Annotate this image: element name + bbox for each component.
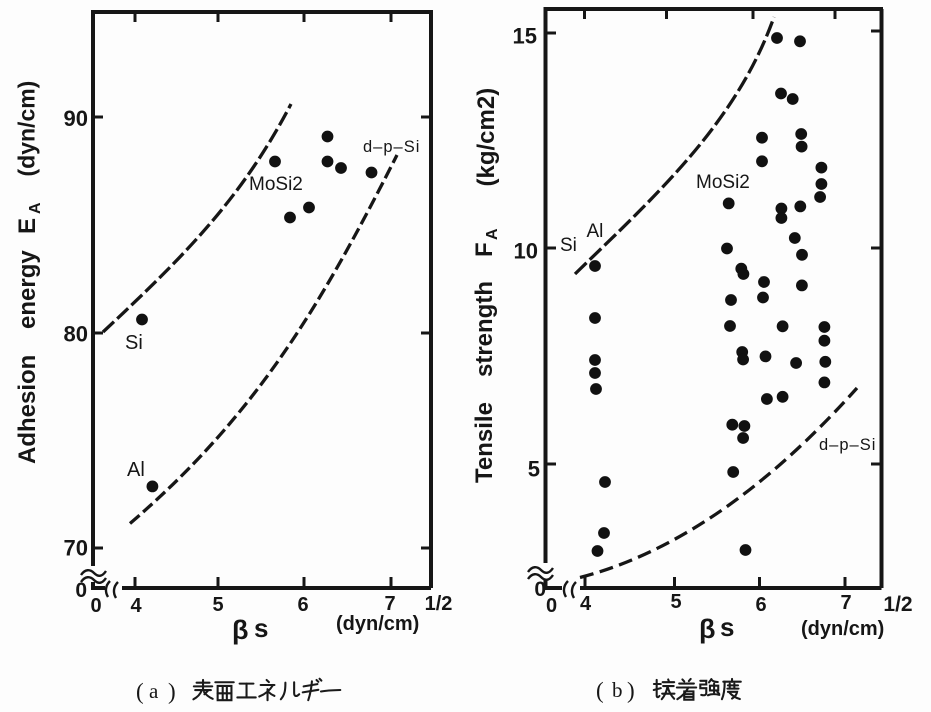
svg-text:0: 0 [75, 579, 87, 602]
svg-text:70: 70 [64, 536, 88, 561]
svg-text:MoSi2: MoSi2 [249, 174, 303, 195]
svg-text:Adhesion: Adhesion [14, 355, 41, 464]
svg-text:5: 5 [212, 594, 223, 616]
svg-text:A: A [484, 228, 501, 240]
svg-text:MoSi2: MoSi2 [696, 172, 750, 193]
svg-text:4: 4 [130, 595, 142, 617]
svg-text:(dyn/cm): (dyn/cm) [336, 613, 419, 635]
svg-text:F: F [471, 242, 498, 257]
svg-text:1/2: 1/2 [883, 593, 912, 616]
svg-text:d–p–Si: d–p–Si [819, 436, 876, 454]
svg-text:Si: Si [560, 235, 577, 256]
svg-text:(dyn/cm): (dyn/cm) [14, 81, 40, 177]
svg-text:A: A [27, 202, 44, 214]
svg-text:Tensile: Tensile [471, 402, 498, 483]
svg-text:1/2: 1/2 [425, 593, 453, 615]
svg-text:strength: strength [471, 281, 498, 377]
svg-text:(: ( [596, 678, 604, 703]
svg-text:Si: Si [125, 332, 143, 354]
svg-text:Al: Al [127, 459, 145, 481]
svg-text:energy: energy [14, 250, 41, 329]
svg-text:6: 6 [755, 594, 766, 616]
svg-text:(: ( [136, 679, 144, 704]
svg-text:a: a [149, 679, 159, 703]
svg-text:80: 80 [64, 322, 88, 347]
svg-text:): ) [168, 679, 176, 704]
svg-text:7: 7 [384, 593, 395, 615]
svg-text:Al: Al [587, 221, 604, 242]
svg-text:0: 0 [534, 578, 546, 601]
svg-text:5: 5 [528, 457, 540, 482]
svg-text:0: 0 [546, 595, 557, 617]
svg-text:5: 5 [670, 591, 681, 613]
svg-text:0: 0 [90, 595, 101, 617]
svg-text:s: s [254, 613, 268, 643]
svg-text:s: s [720, 612, 734, 642]
svg-text:15: 15 [513, 24, 537, 49]
svg-text:β: β [232, 615, 248, 645]
svg-text:β: β [699, 614, 715, 644]
svg-text:(dyn/cm): (dyn/cm) [801, 618, 884, 640]
svg-text:7: 7 [840, 592, 851, 614]
svg-text:d–p–Si: d–p–Si [363, 138, 420, 156]
svg-text:10: 10 [514, 239, 538, 264]
svg-text:): ) [627, 678, 635, 703]
svg-text:(kg/cm2): (kg/cm2) [473, 88, 500, 187]
svg-text:E: E [14, 218, 41, 234]
svg-text:4: 4 [580, 593, 592, 615]
svg-text:90: 90 [64, 106, 88, 131]
svg-text:6: 6 [297, 594, 308, 616]
svg-text:b: b [612, 678, 623, 702]
